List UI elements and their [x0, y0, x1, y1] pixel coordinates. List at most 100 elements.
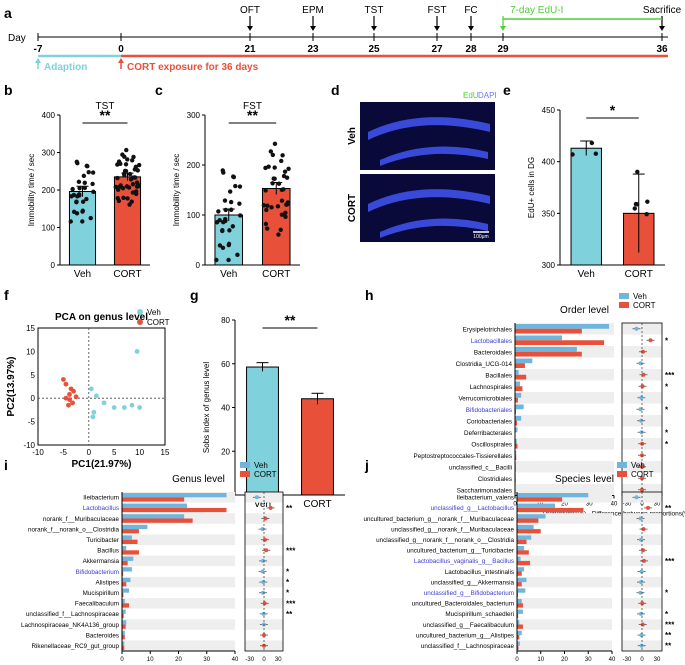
chart-i-bar-cort — [122, 571, 124, 576]
legend-veh: Veh — [254, 461, 268, 470]
chart-b-dot — [124, 184, 130, 189]
chart-j-bar-veh — [517, 620, 520, 625]
chart-j-bar-cort — [517, 645, 519, 650]
chart-c-dot — [227, 189, 233, 194]
chart-i-category: Bacillus — [97, 548, 119, 555]
chart-b-dot — [74, 199, 79, 204]
pca-point-veh — [137, 405, 143, 410]
chart-j-bar-cort — [517, 571, 522, 576]
chart-h-bar-veh — [515, 450, 517, 456]
chart-j-bar-cort — [517, 635, 520, 640]
chart-j-bar-veh — [517, 609, 523, 614]
chart-i-bar-cort — [122, 497, 185, 502]
chart-c-ytick-label: 100 — [187, 211, 201, 220]
panel-letter-e: e — [503, 82, 511, 98]
chart-h-category: Coriobacteriales — [467, 418, 513, 425]
chart-j-category: unclassified_g__norank_f__norank_o__Clos… — [376, 537, 514, 544]
chart-b-ytick-label: 100 — [42, 224, 56, 233]
chart-b-dot — [135, 168, 140, 173]
panel-letter-g: g — [190, 287, 199, 303]
chart-i-bar-veh — [122, 535, 132, 540]
pca-xtick: 15 — [161, 448, 170, 457]
chart-i-sig: *** — [286, 546, 296, 555]
pca-point-veh — [129, 402, 135, 408]
chart-h-bar-cort — [515, 340, 605, 345]
pca-point-veh — [101, 400, 107, 406]
chart-c-dot — [216, 209, 221, 214]
chart-h-sig: * — [665, 428, 669, 437]
chart-h-category: Lachnospirales — [470, 384, 512, 391]
timeline-day-21: 21 — [244, 44, 256, 55]
chart-h-bar-veh — [515, 381, 520, 387]
chart-h-xtick-label: 0 — [513, 502, 517, 508]
chart-h-bar-veh — [515, 416, 522, 421]
pca-xtick: 5 — [112, 448, 117, 457]
chart-b-dot — [84, 163, 89, 169]
chart-g-bar-CORT — [301, 398, 334, 496]
chart-h-category: Clostridia_UCG-014 — [456, 361, 513, 368]
arrow-head-icon — [468, 26, 474, 31]
chart-b-xtick-Veh: Veh — [74, 269, 91, 280]
row-band — [515, 392, 614, 404]
chart-c-dot — [263, 221, 269, 227]
timeline-day-29: 29 — [497, 44, 509, 55]
chart-i-xtick-label: 20 — [175, 657, 182, 663]
chart-j-bar-cort — [517, 582, 522, 587]
chart-e-dot — [632, 206, 637, 211]
chart-b-ytick-label: 400 — [42, 111, 56, 120]
chart-j-bar-veh — [517, 503, 555, 508]
panel-letter-i: i — [4, 457, 8, 473]
pca-point-veh — [91, 409, 97, 415]
pca-xtick: -10 — [32, 448, 44, 457]
chart-b-dot — [80, 208, 85, 213]
chart-h-bar-cort — [515, 420, 517, 426]
chart-j-bar-veh — [517, 514, 546, 519]
pca-point-cort — [67, 392, 72, 397]
chart-c-ylabel: Immobility time / sec — [172, 154, 181, 226]
timeline-day-23: 23 — [307, 44, 319, 55]
chart-h-bar-cort — [515, 386, 523, 391]
chart-h-category: Bacteroidales — [474, 349, 512, 356]
pca-title: PCA on genus level — [55, 312, 148, 323]
chart-i-bar-veh — [122, 599, 125, 604]
chart-b-dot — [80, 219, 85, 224]
micrograph-label-cort: CORT — [347, 194, 358, 222]
cort-label: CORT exposure for 36 days — [127, 62, 259, 73]
chart-j-bar-cort — [517, 497, 563, 502]
chart-i-category: Bifidobacterium — [76, 569, 119, 576]
chart-e-ytick-label: 400 — [542, 158, 556, 167]
chart-e-significance: * — [610, 102, 616, 118]
row-band — [517, 513, 612, 524]
chart-j-bar-veh — [517, 535, 532, 540]
chart-i-category: Ileibacterium — [83, 495, 119, 502]
chart-h-diff-point — [639, 430, 644, 435]
chart-h-diff-point — [638, 361, 643, 366]
chart-c-dot — [227, 228, 232, 233]
chart-c-dot — [261, 203, 267, 208]
chart-c-dot — [263, 188, 268, 193]
row-band — [515, 461, 614, 473]
chart-i-bar-veh — [122, 546, 127, 551]
chart-h-sig: * — [665, 336, 669, 345]
chart-j-diff-point — [640, 601, 645, 606]
chart-h-category: Saccharimonadales — [457, 487, 512, 494]
chart-c-dot — [272, 165, 277, 170]
chart-i-category: Akkermansia — [83, 558, 120, 565]
chart-c-dot — [214, 257, 219, 263]
micrograph-label-veh: Veh — [347, 127, 358, 145]
chart-j-dtick: 30 — [654, 657, 661, 663]
chart-e-dot — [570, 152, 575, 157]
chart-i-dtick: -30 — [245, 657, 254, 663]
chart-c-dot — [220, 228, 225, 233]
chart-c-dot — [282, 169, 288, 174]
panel-letter-d: d — [331, 82, 340, 98]
chart-i-bar-veh — [122, 493, 227, 498]
chart-b-dot — [115, 175, 120, 181]
chart-i-dtick: 30 — [275, 657, 282, 663]
chart-g-xtick-Veh: Veh — [254, 499, 271, 510]
chart-e-xtick-Veh: Veh — [578, 269, 595, 280]
chart-j-diff-point — [639, 611, 643, 616]
pca-point-cort — [70, 400, 75, 406]
legend-cort: CORT — [631, 470, 654, 479]
